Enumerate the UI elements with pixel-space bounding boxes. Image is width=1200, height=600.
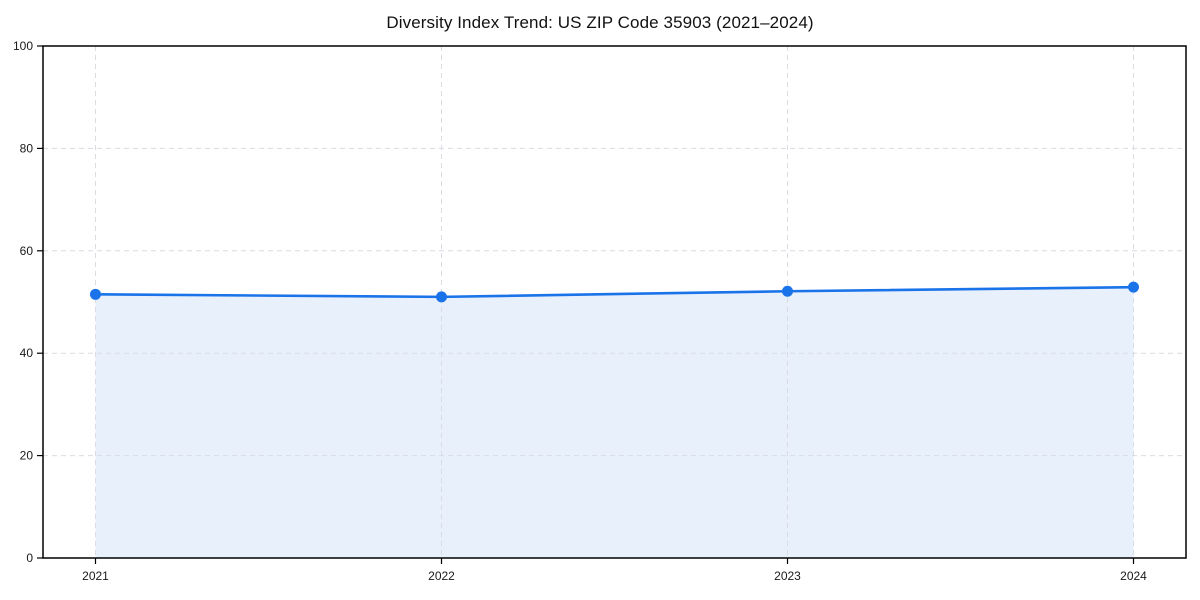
data-point-2024 — [1128, 281, 1139, 293]
x-tick-label: 2023 — [774, 569, 801, 583]
x-tick-label: 2021 — [82, 569, 109, 583]
y-tick-label: 20 — [20, 449, 34, 463]
data-point-2021 — [90, 288, 101, 300]
chart-title: Diversity Index Trend: US ZIP Code 35903… — [386, 13, 814, 32]
data-point-2022 — [436, 291, 447, 303]
x-tick-label: 2022 — [428, 569, 455, 583]
y-tick-label: 40 — [20, 346, 34, 360]
y-tick-label: 80 — [20, 141, 34, 155]
data-point-2023 — [782, 285, 793, 297]
y-tick-label: 100 — [13, 39, 33, 53]
y-tick-label: 0 — [26, 551, 33, 565]
trend-area — [95, 287, 1134, 558]
x-tick-label: 2024 — [1120, 569, 1147, 583]
trend-line — [94, 285, 1135, 299]
y-tick-label: 60 — [20, 244, 34, 258]
plot-border — [42, 45, 1187, 559]
